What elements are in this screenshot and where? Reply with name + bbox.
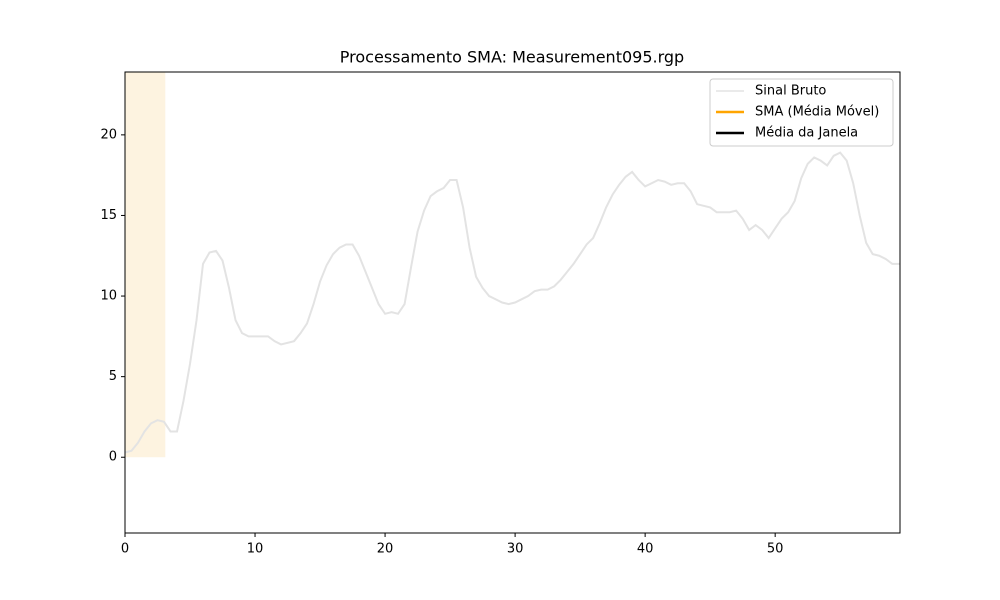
x-tick-label: 10 — [247, 542, 264, 557]
line-series — [124, 151, 900, 454]
legend-box — [709, 78, 894, 147]
x-tick-label: 0 — [121, 542, 129, 557]
x-tick-label: 20 — [377, 542, 394, 557]
x-tick-label: 50 — [767, 542, 784, 557]
window-highlight — [125, 72, 166, 458]
y-tick-label: 0 — [109, 450, 117, 465]
x-tick-label: 40 — [637, 542, 654, 557]
y-tick-label: 20 — [100, 127, 117, 142]
chart-title: Processamento SMA: Measurement095.rgp — [340, 48, 684, 67]
y-tick-label: 10 — [100, 289, 117, 304]
x-tick-label: 30 — [507, 542, 524, 557]
legend-label: Sinal Bruto — [755, 84, 826, 99]
legend-label: SMA (Média Móvel) — [755, 105, 879, 120]
legend-label: Média da Janela — [755, 126, 858, 141]
plot-frame — [124, 71, 901, 534]
y-tick-label: 15 — [100, 208, 117, 223]
y-tick-label: 5 — [109, 369, 117, 384]
